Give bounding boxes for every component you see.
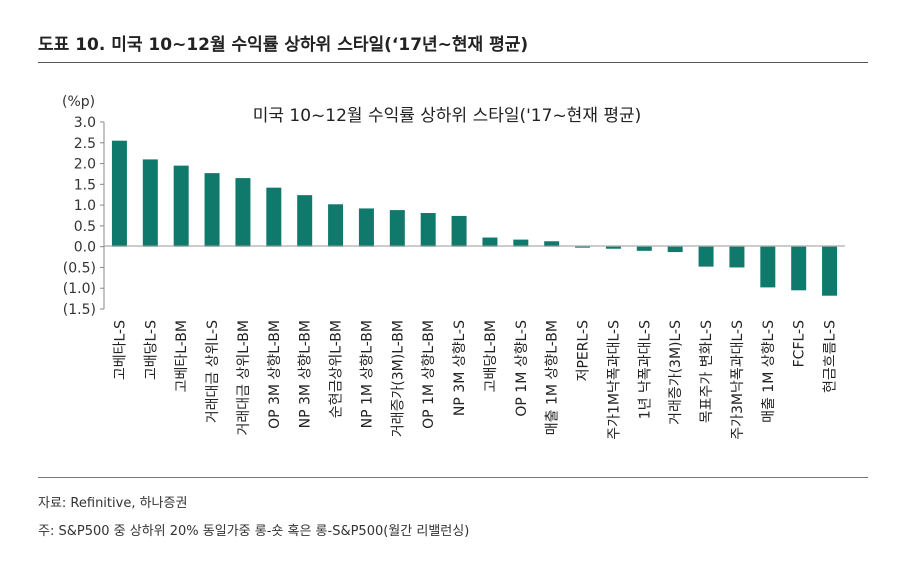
y-tick-label: 3.0 xyxy=(74,115,96,131)
y-tick-label: 1.0 xyxy=(74,198,96,214)
x-category-label: 매출 1M 상향L-BM xyxy=(545,320,561,435)
y-tick-label: 2.5 xyxy=(74,136,96,152)
bar xyxy=(482,237,498,247)
footer-divider xyxy=(38,477,868,478)
bar xyxy=(235,178,251,247)
bar xyxy=(667,246,683,253)
x-category-label: 거래대금 상위L-S xyxy=(205,320,221,423)
figure-title: 도표 10. 미국 10~12월 수익률 상하위 스타일(‘17년~현재 평균) xyxy=(38,35,529,55)
bar xyxy=(266,187,282,247)
x-category-label: OP 3M 상향L-BM xyxy=(267,320,283,429)
x-category-label: 매출 1M 상향L-S xyxy=(761,320,777,423)
bar xyxy=(513,239,529,247)
bar xyxy=(698,246,714,267)
x-category-label: 고베타L-S xyxy=(112,320,128,380)
x-category-label: NP 1M 상향L-BM xyxy=(359,320,375,428)
x-category-label: NP 3M 상향L-S xyxy=(452,320,468,416)
bar xyxy=(451,215,467,247)
y-tick-label: 2.0 xyxy=(74,157,96,173)
bar xyxy=(358,208,374,247)
bar xyxy=(204,173,220,247)
title-divider xyxy=(38,62,868,63)
bar xyxy=(575,246,591,248)
bar xyxy=(636,246,652,251)
x-category-label: FCFL-S xyxy=(792,320,808,367)
bar xyxy=(605,246,621,249)
bar xyxy=(822,246,838,296)
bar xyxy=(389,210,405,247)
x-category-label: OP 1M 상향L-S xyxy=(514,320,530,417)
x-category-label: 고배당L-S xyxy=(143,320,159,380)
x-category-label: 1년 낙폭과대L-S xyxy=(637,320,653,419)
x-category-label: 주가3M낙폭과대L-S xyxy=(730,320,746,440)
bar xyxy=(142,159,158,247)
x-category-label: 거래증가(3M)L-S xyxy=(668,320,684,425)
bar xyxy=(328,204,344,247)
bar xyxy=(420,213,436,247)
x-category-label: 순현금상위L-BM xyxy=(329,320,345,418)
y-tick-label: 1.5 xyxy=(74,177,96,193)
x-category-label: 저PERL-S xyxy=(576,320,592,382)
x-category-label: 고배당L-BM xyxy=(483,320,499,392)
chart-title: 미국 10~12월 수익률 상하위 스타일('17~현재 평균) xyxy=(253,106,642,126)
x-category-label: 거래대금 상위L-BM xyxy=(236,320,252,436)
bar xyxy=(111,140,127,247)
y-tick-label: (0.5) xyxy=(63,260,96,276)
x-category-label: OP 1M 상향L-BM xyxy=(421,320,437,429)
x-axis-labels: 고베타L-S 고배당L-S 고베타L-BM 거래대금 상위L-S 거래대금 상위L-BM… xyxy=(112,320,838,440)
x-category-label: 주가1M낙폭과대L-S xyxy=(606,320,622,440)
bar xyxy=(544,241,560,247)
footnote: 주: S&P500 중 상하위 20% 동일가중 롱-숏 혹은 롱-S&P500… xyxy=(38,524,470,539)
bar xyxy=(791,246,807,291)
y-tick-label: 0.0 xyxy=(74,240,96,256)
y-tick-label: (1.0) xyxy=(63,281,96,297)
bar-chart: 미국 10~12월 수익률 상하위 스타일('17~현재 평균) (%p) 3.… xyxy=(62,94,845,440)
x-category-label: 고베타L-BM xyxy=(174,320,190,392)
y-axis-unit: (%p) xyxy=(62,94,95,110)
x-category-label: 현금흐름L-S xyxy=(823,320,839,393)
y-tick-label: (1.5) xyxy=(63,302,96,318)
bar xyxy=(173,165,189,247)
y-tick-label: 0.5 xyxy=(74,219,96,235)
source-note: 자료: Refinitive, 하나증권 xyxy=(38,496,188,511)
y-axis-ticks: 3.0 2.5 2.0 1.5 1.0 0.5 0.0 (0.5) (1.0) (1.5) xyxy=(63,115,104,318)
x-category-label: 거래증가(3M)L-BM xyxy=(390,320,406,437)
bar xyxy=(760,246,776,288)
x-category-label: 목표주가 변화L-S xyxy=(699,320,715,423)
bars-group xyxy=(111,140,838,296)
bar xyxy=(297,195,313,247)
bar xyxy=(729,246,745,268)
x-category-label: NP 3M 상향L-BM xyxy=(298,320,314,428)
